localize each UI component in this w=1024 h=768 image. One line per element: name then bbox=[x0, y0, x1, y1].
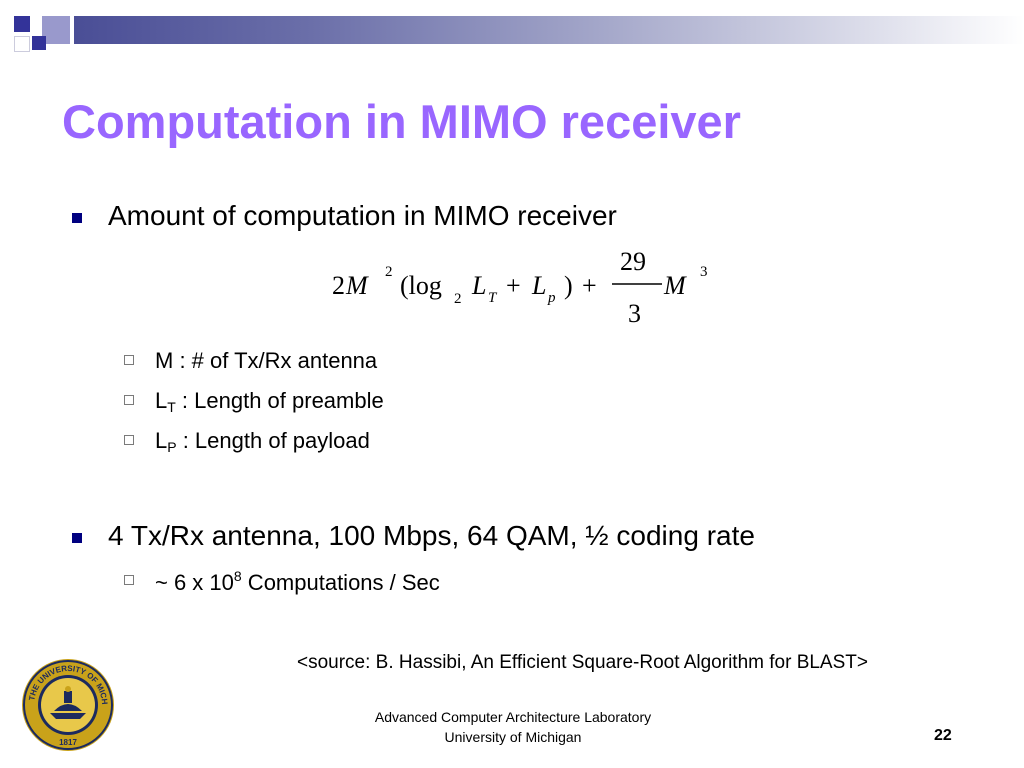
header-gradient-bar bbox=[74, 16, 1024, 44]
footer-lab-name: Advanced Computer Architecture Laborator… bbox=[374, 709, 652, 725]
formula-plus-2: + bbox=[582, 271, 597, 300]
formula-numerator: 29 bbox=[620, 247, 646, 276]
sub-bullet-text: LP : Length of payload bbox=[155, 428, 370, 455]
formula-log-base: 2 bbox=[454, 291, 462, 307]
university-seal-logo: THE UNIVERSITY OF MICHIGAN 1817 bbox=[20, 657, 114, 751]
svg-text:1817: 1817 bbox=[59, 738, 77, 747]
formula-denominator: 3 bbox=[628, 299, 641, 328]
sub-bullet-text: LT : Length of preamble bbox=[155, 388, 384, 415]
formula-exponent-2: 2 bbox=[385, 264, 393, 280]
formula-sub-t: T bbox=[488, 290, 498, 306]
sub-bullet-text: M : # of Tx/Rx antenna bbox=[155, 348, 378, 373]
bullet-text: Amount of computation in MIMO receiver bbox=[108, 200, 617, 231]
bullet-square-icon bbox=[72, 213, 82, 223]
page-number: 22 bbox=[934, 727, 952, 744]
sub-bullet-box-icon bbox=[124, 435, 134, 445]
formula-sub-p: p bbox=[547, 290, 556, 306]
sub-bullet-text: ~ 6 x 108 Computations / Sec bbox=[155, 568, 440, 595]
bullet-text: 4 Tx/Rx antenna, 100 Mbps, 64 QAM, ½ cod… bbox=[108, 520, 755, 551]
formula-coefficient: 2 bbox=[332, 271, 345, 300]
formula-plus-1: + bbox=[506, 271, 521, 300]
slide-title: Computation in MIMO receiver bbox=[62, 95, 741, 148]
formula-l: L bbox=[531, 271, 546, 300]
formula-l: L bbox=[471, 271, 486, 300]
footer-lab-info: Advanced Computer Architecture Laborator… bbox=[300, 707, 726, 747]
computation-formula: 2 M 2 (log 2 L T + L p ) + 29 3 M 3 bbox=[332, 247, 708, 328]
formula-close-paren: ) bbox=[564, 271, 573, 300]
bullet-square-icon bbox=[72, 533, 82, 543]
footer-university-name: University of Michigan bbox=[444, 729, 582, 745]
formula-open-log: (log bbox=[400, 271, 442, 300]
formula-m: M bbox=[345, 271, 369, 300]
sub-bullet-box-icon bbox=[124, 395, 134, 405]
source-citation: <source: B. Hassibi, An Efficient Square… bbox=[297, 652, 868, 673]
formula-exponent-3: 3 bbox=[700, 264, 708, 280]
sub-bullet-box-icon bbox=[124, 355, 134, 365]
sub-bullet-box-icon bbox=[124, 575, 134, 585]
formula-m: M bbox=[663, 271, 687, 300]
corner-decoration bbox=[0, 0, 80, 60]
